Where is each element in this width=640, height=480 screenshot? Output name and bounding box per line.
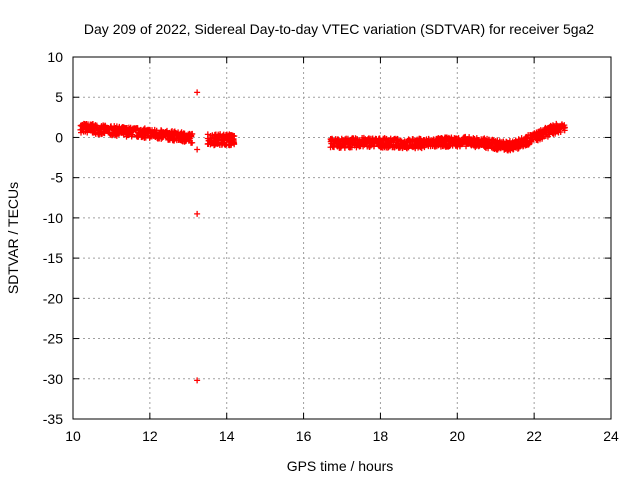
y-tick-label: -30 bbox=[43, 371, 63, 387]
y-tick-label: -15 bbox=[43, 250, 63, 266]
x-tick-label: 18 bbox=[373, 428, 389, 444]
outlier-point bbox=[194, 146, 201, 153]
x-tick-label: 10 bbox=[65, 428, 81, 444]
x-tick-label: 20 bbox=[449, 428, 465, 444]
data-point bbox=[494, 146, 501, 153]
axis-ticks: 10 12 14 16 18 20 22 24 10 5 0 -5 -10 -15 -20 -25 -30 -35 bbox=[43, 49, 619, 444]
data-point bbox=[231, 133, 238, 140]
outlier-point bbox=[194, 89, 201, 96]
x-tick-label: 22 bbox=[526, 428, 542, 444]
data-point bbox=[417, 136, 424, 143]
y-tick-label: -25 bbox=[43, 331, 63, 347]
grid-lines bbox=[73, 57, 611, 419]
outlier-point bbox=[194, 210, 201, 217]
y-tick-label: -10 bbox=[43, 210, 63, 226]
data-point bbox=[231, 139, 238, 146]
x-tick-label: 12 bbox=[142, 428, 158, 444]
y-tick-label: -5 bbox=[51, 170, 64, 186]
y-tick-label: 5 bbox=[55, 89, 63, 105]
data-point bbox=[189, 139, 196, 146]
x-axis-title: GPS time / hours bbox=[287, 458, 394, 474]
data-points bbox=[77, 89, 568, 384]
outlier-point bbox=[194, 377, 201, 384]
y-tick-label: -20 bbox=[43, 290, 63, 306]
x-tick-label: 24 bbox=[603, 428, 619, 444]
y-tick-label: 10 bbox=[47, 49, 63, 65]
plot-frame bbox=[72, 56, 612, 420]
data-point bbox=[220, 137, 227, 144]
data-point bbox=[189, 130, 196, 137]
data-point bbox=[557, 128, 564, 135]
x-tick-label: 14 bbox=[219, 428, 235, 444]
y-axis-title: SDTVAR / TECUs bbox=[5, 182, 21, 294]
x-tick-label: 16 bbox=[296, 428, 312, 444]
data-point bbox=[354, 136, 361, 143]
y-tick-label: -35 bbox=[43, 411, 63, 427]
data-point bbox=[561, 124, 568, 131]
chart-title: Day 209 of 2022, Sidereal Day-to-day VTE… bbox=[84, 21, 594, 37]
y-tick-label: 0 bbox=[55, 129, 63, 145]
